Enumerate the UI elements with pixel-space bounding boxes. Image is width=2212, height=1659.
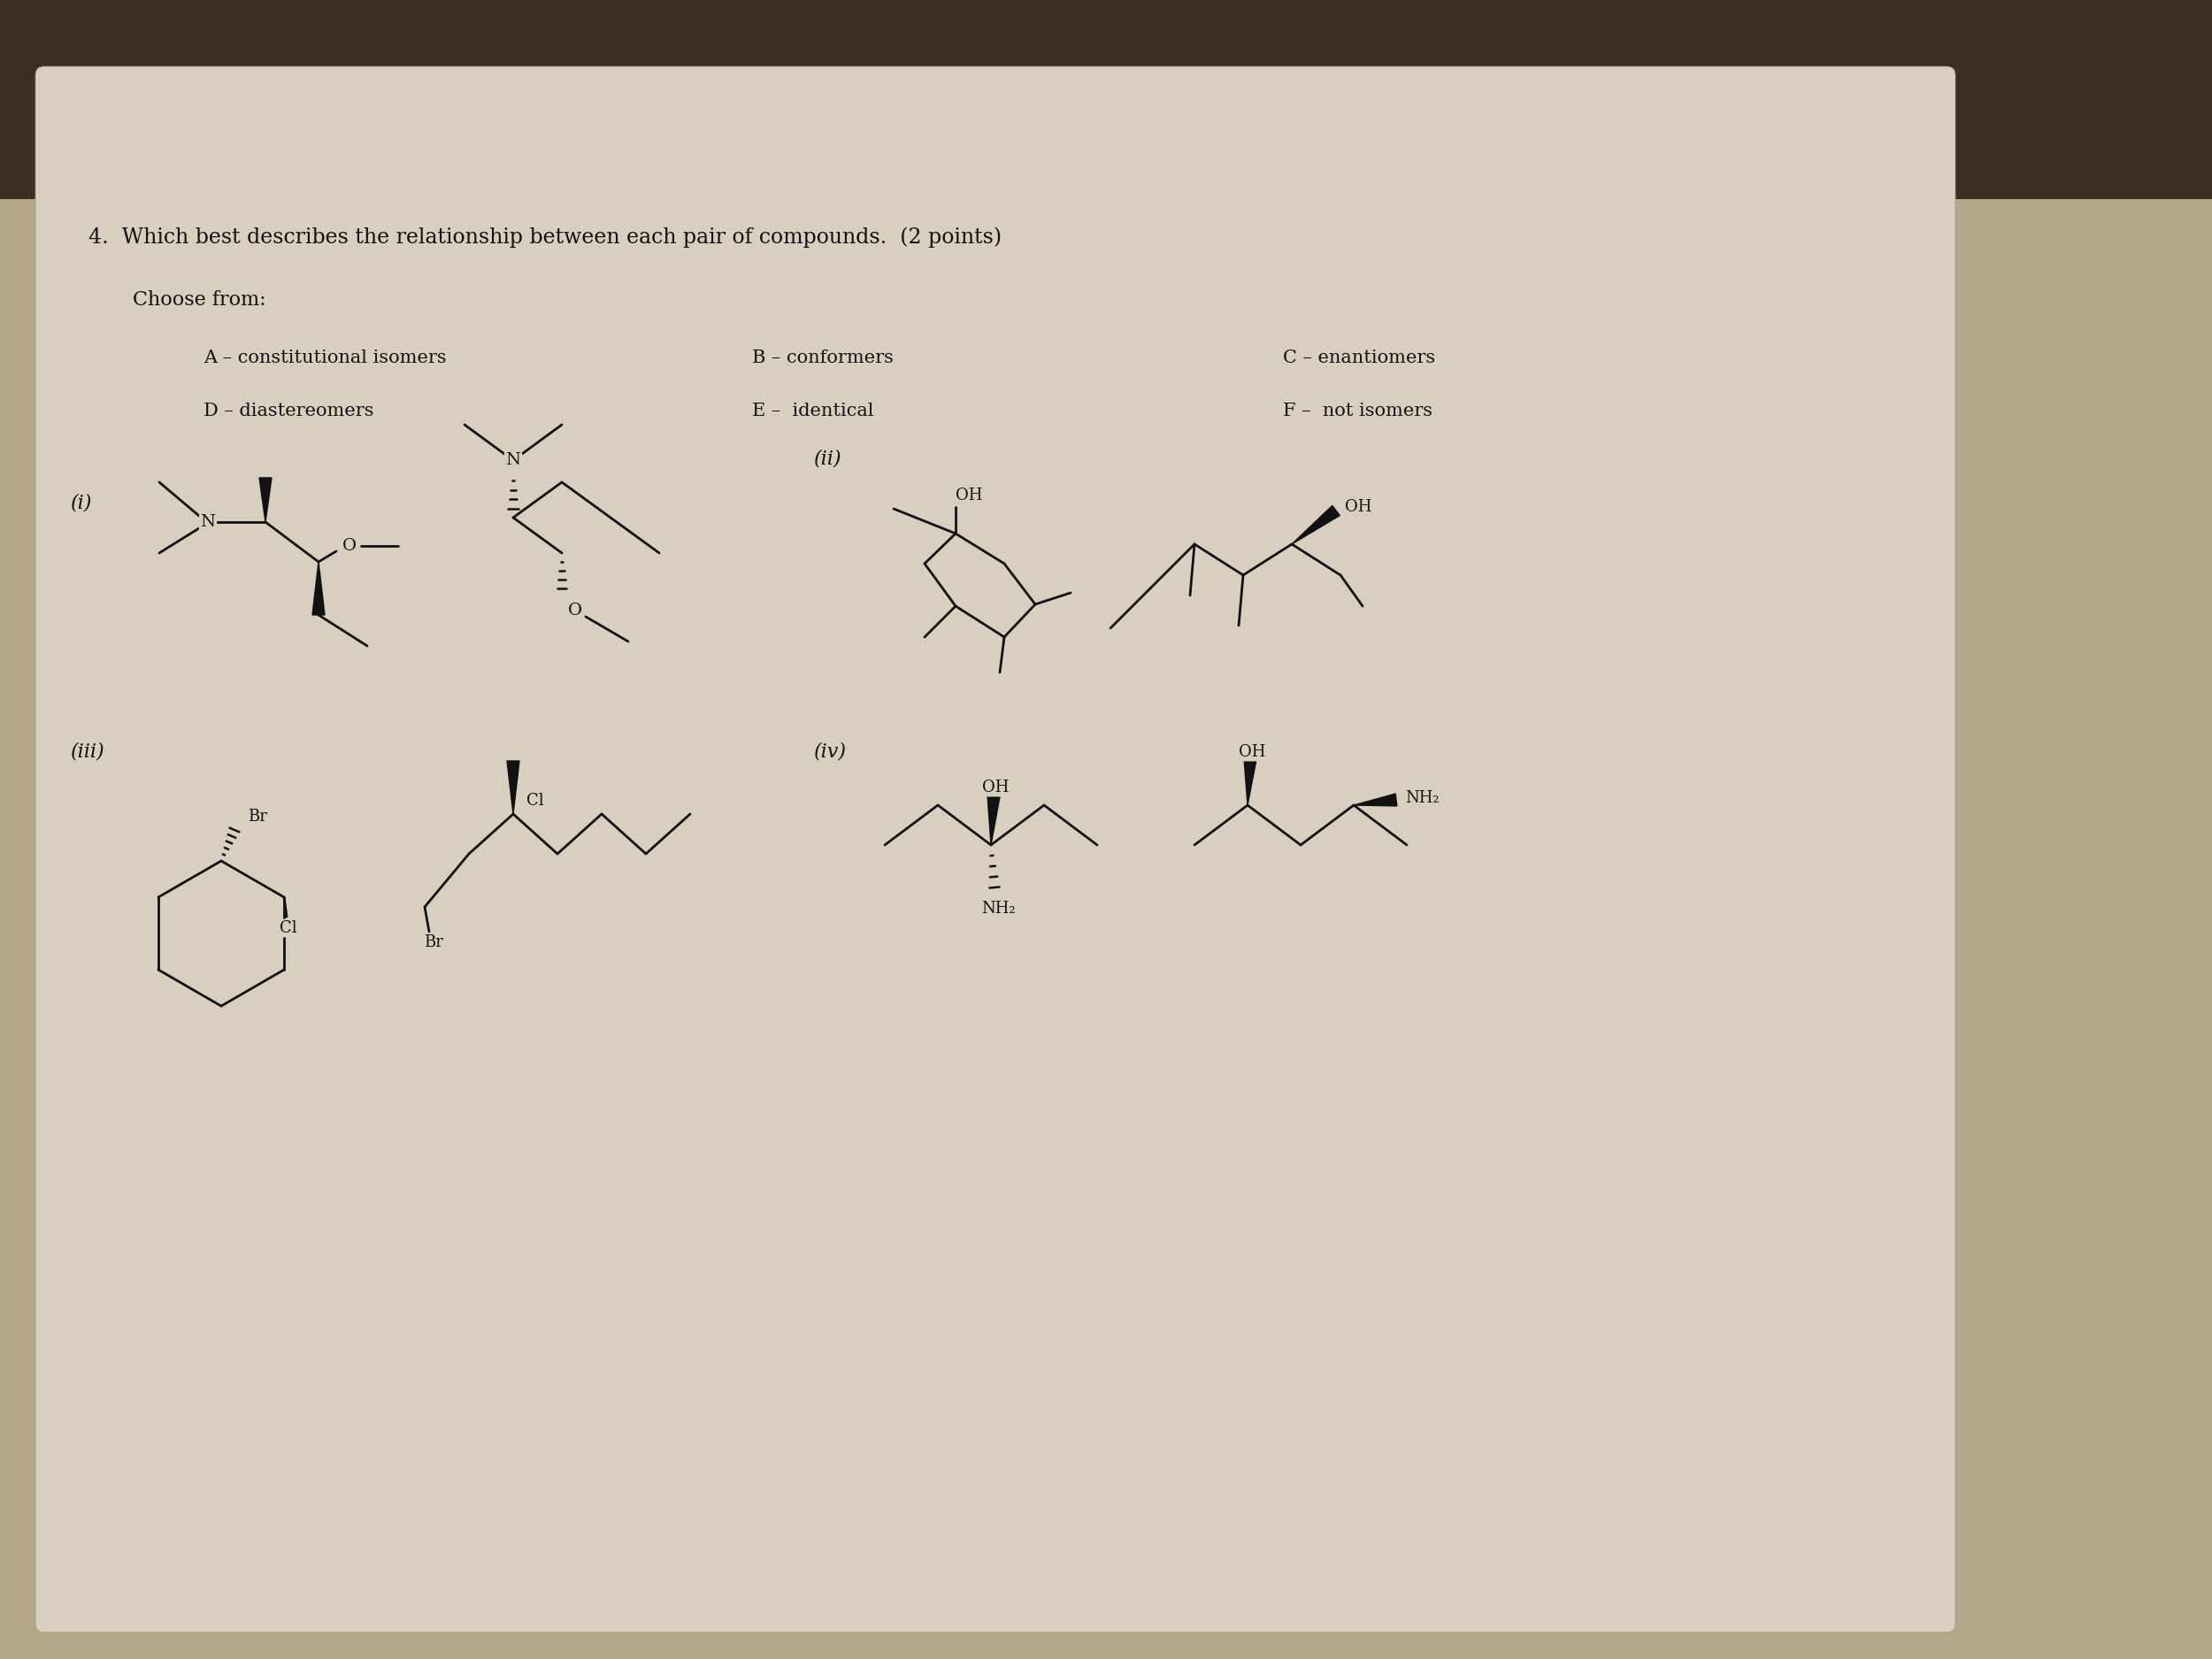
Text: E –  identical: E – identical <box>752 403 874 420</box>
Text: NH₂: NH₂ <box>1405 790 1440 806</box>
Polygon shape <box>259 478 272 523</box>
Bar <box>0 0 2212 199</box>
Text: 4.  Which best describes the relationship between each pair of compounds.  (2 po: 4. Which best describes the relationship… <box>88 227 1002 247</box>
Polygon shape <box>507 761 520 815</box>
Text: F –  not isomers: F – not isomers <box>1283 403 1433 420</box>
Text: OH: OH <box>956 488 982 503</box>
FancyBboxPatch shape <box>35 66 1955 1632</box>
Text: OH: OH <box>1239 745 1265 760</box>
Text: (iv): (iv) <box>814 742 847 761</box>
Polygon shape <box>1243 758 1256 805</box>
Text: A – constitutional isomers: A – constitutional isomers <box>204 350 447 367</box>
Polygon shape <box>1292 506 1340 544</box>
Text: NH₂: NH₂ <box>980 901 1015 917</box>
Text: B – conformers: B – conformers <box>752 350 894 367</box>
Text: D – diastereomers: D – diastereomers <box>204 403 374 420</box>
Text: (i): (i) <box>71 494 93 513</box>
Text: Cl: Cl <box>279 921 296 936</box>
Text: Choose from:: Choose from: <box>133 290 265 310</box>
Text: N: N <box>201 514 215 529</box>
Polygon shape <box>1354 793 1398 806</box>
Text: (ii): (ii) <box>814 450 843 469</box>
Polygon shape <box>987 796 1000 844</box>
Text: Cl: Cl <box>526 793 544 808</box>
Text: (iii): (iii) <box>71 742 104 761</box>
Text: O: O <box>343 538 356 554</box>
Text: OH: OH <box>1345 499 1371 514</box>
Text: Br: Br <box>425 934 442 951</box>
Text: N: N <box>507 453 520 468</box>
Polygon shape <box>312 562 325 615</box>
Text: Br: Br <box>248 808 268 825</box>
Text: OH: OH <box>982 780 1009 795</box>
Text: C – enantiomers: C – enantiomers <box>1283 350 1436 367</box>
Text: O: O <box>568 602 582 619</box>
